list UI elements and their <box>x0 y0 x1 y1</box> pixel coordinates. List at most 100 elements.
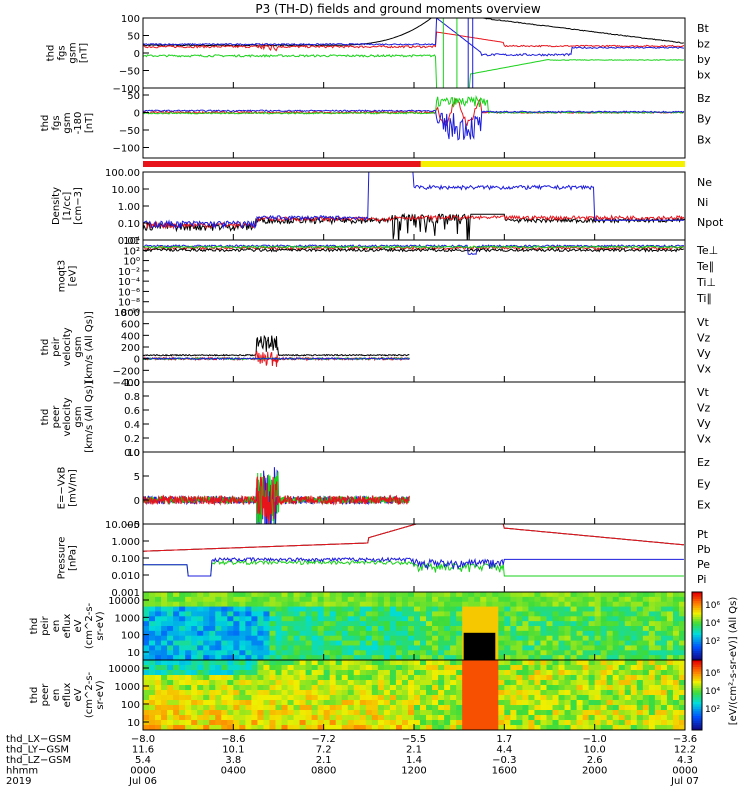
heat-cell <box>377 606 385 612</box>
heat-cell <box>576 596 584 603</box>
heat-cell <box>624 695 632 701</box>
legend-peer_vel-vt: Vt <box>697 386 710 399</box>
heat-cell <box>227 635 234 642</box>
heat-cell <box>227 725 234 730</box>
heat-cell <box>281 640 289 646</box>
heat-cell <box>642 705 650 711</box>
colorbar-cell <box>692 653 702 656</box>
heat-cell <box>666 675 674 681</box>
heat-cell <box>341 705 349 711</box>
heat-cell <box>420 626 427 632</box>
heat-cell <box>335 626 343 632</box>
frame-efield <box>142 451 686 525</box>
heat-cell <box>149 670 156 676</box>
heat-cell <box>161 665 168 671</box>
heat-cell <box>474 660 481 666</box>
heat-cell <box>167 621 174 627</box>
heat-cell <box>233 645 240 651</box>
ytick-label-temp-6: 10⁻⁸ <box>118 298 140 309</box>
colorbar-cell <box>692 699 702 703</box>
heat-cell <box>660 601 668 608</box>
heat-cell <box>203 655 210 660</box>
heat-cell <box>401 715 409 721</box>
legend-fgs-bz: bz <box>697 38 710 51</box>
heat-cell <box>474 700 481 706</box>
heat-cell <box>311 626 319 632</box>
heat-cell <box>407 715 415 721</box>
heat-cell <box>395 592 403 598</box>
heat-cell <box>287 611 295 617</box>
heat-cell <box>395 710 403 716</box>
heat-cell <box>161 635 168 642</box>
heat-cell <box>209 695 216 701</box>
heat-cell <box>420 700 427 706</box>
heat-cell <box>486 680 493 686</box>
heat-cell <box>221 640 228 646</box>
heat-cell <box>528 680 535 686</box>
heat-cell <box>227 616 234 622</box>
heat-cell <box>317 715 325 721</box>
heat-cell <box>161 592 168 598</box>
heat-cell <box>227 700 234 706</box>
heat-cell <box>510 596 517 603</box>
heat-cell <box>311 596 319 603</box>
heat-cell <box>299 621 307 627</box>
heat-cell <box>570 670 578 676</box>
heat-cell <box>185 596 192 603</box>
panel-peir_en: thd peir en eflux eV (cm^2-s-sr-eV)1000010001… <box>29 591 686 661</box>
ylabel-peer_vel-2: velocity <box>62 397 73 436</box>
heat-cell <box>534 695 541 701</box>
heat-cell <box>498 685 505 691</box>
heat-cell <box>498 695 505 701</box>
heat-cell <box>504 690 511 696</box>
heat-cell <box>450 616 457 622</box>
heat-cell <box>245 675 252 681</box>
heat-cell <box>648 700 656 706</box>
heat-cell <box>161 630 168 637</box>
heat-cell <box>516 680 523 686</box>
heat-cell <box>636 680 644 686</box>
heat-cell <box>233 630 240 637</box>
heat-cell <box>365 626 373 632</box>
heat-cell <box>456 645 463 651</box>
heat-cell <box>383 720 391 726</box>
heat-cell <box>588 680 596 686</box>
ytick-label-peer_vel-0: 1.0 <box>124 378 140 389</box>
heat-cell <box>191 715 198 721</box>
heat-cell <box>558 630 566 637</box>
heat-cell <box>552 611 560 617</box>
heat-cell <box>660 670 668 676</box>
heat-cell <box>648 635 656 642</box>
heat-cell <box>353 690 361 696</box>
heat-cell <box>528 685 535 691</box>
heat-cell <box>588 635 596 642</box>
legend-peir_vel-vt: Vt <box>697 316 710 329</box>
heat-cell <box>528 626 535 632</box>
heat-cell <box>438 675 445 681</box>
heat-cell <box>462 601 469 608</box>
heat-cell <box>359 705 367 711</box>
heat-cell <box>233 725 240 730</box>
heat-cell <box>450 645 457 651</box>
heat-cell <box>432 725 439 730</box>
heat-cell <box>233 635 240 642</box>
heat-cell <box>155 710 162 716</box>
heat-cell <box>179 695 186 701</box>
heat-cell <box>666 685 674 691</box>
heat-cell <box>287 680 295 686</box>
heat-cell <box>377 715 385 721</box>
heat-cell <box>365 640 373 646</box>
colorbar-cell <box>692 630 702 634</box>
heat-cell <box>618 725 626 730</box>
heat-cell <box>666 690 674 696</box>
heat-cell <box>636 606 644 612</box>
heat-cell <box>371 680 379 686</box>
heat-cell <box>335 611 343 617</box>
heat-cell <box>359 626 367 632</box>
colorbar-cell <box>692 716 702 719</box>
heat-cell <box>149 635 156 642</box>
heat-cell <box>143 655 150 660</box>
ytick-label-efield-0: 10 <box>127 448 140 459</box>
heat-cell <box>546 675 554 681</box>
